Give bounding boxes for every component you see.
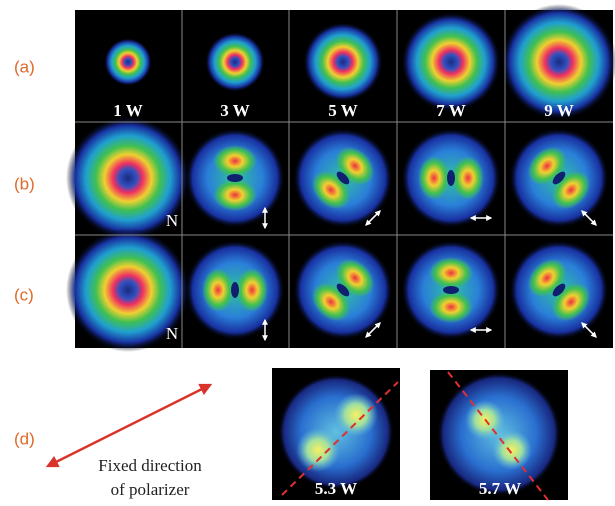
beam-ring — [401, 12, 501, 112]
beam-core — [227, 174, 243, 182]
caption: 3 W — [220, 101, 249, 120]
caption: N — [166, 324, 178, 343]
caption: 5 W — [328, 101, 357, 120]
caption: 9 W — [544, 101, 573, 120]
row-label: (c) — [14, 285, 34, 304]
polarizer-arrow — [48, 385, 210, 466]
caption: 5.7 W — [479, 479, 521, 498]
beam-core — [231, 282, 239, 298]
lobe — [236, 268, 268, 312]
lobe — [202, 268, 234, 312]
lobe — [213, 179, 257, 211]
figure: (a) (b) (c) (d) 1 W 3 W 5 W 7 W 9 W N N … — [0, 0, 615, 506]
beams-d — [278, 372, 561, 496]
caption: 7 W — [436, 101, 465, 120]
lobe — [418, 156, 450, 200]
row-label: (a) — [14, 57, 35, 76]
caption: 1 W — [113, 101, 142, 120]
lobe — [492, 430, 532, 470]
beam-core — [443, 286, 459, 294]
lobe — [296, 428, 340, 472]
lobe — [452, 156, 484, 200]
legend-text: Fixed direction — [98, 456, 202, 475]
lobe — [213, 145, 257, 177]
beams — [66, 4, 615, 352]
lobe — [334, 393, 378, 437]
caption: 5.3 W — [315, 479, 357, 498]
beam-core — [447, 170, 455, 186]
beam-ring — [205, 32, 265, 92]
beam-ring — [303, 22, 383, 102]
beam-ring — [104, 38, 152, 86]
row-label: (d) — [14, 429, 35, 448]
caption: N — [166, 211, 178, 230]
lobe — [429, 291, 473, 323]
legend-text: of polarizer — [111, 480, 190, 499]
beam-halo — [278, 374, 394, 490]
lobe — [429, 257, 473, 289]
row-label: (b) — [14, 174, 35, 193]
